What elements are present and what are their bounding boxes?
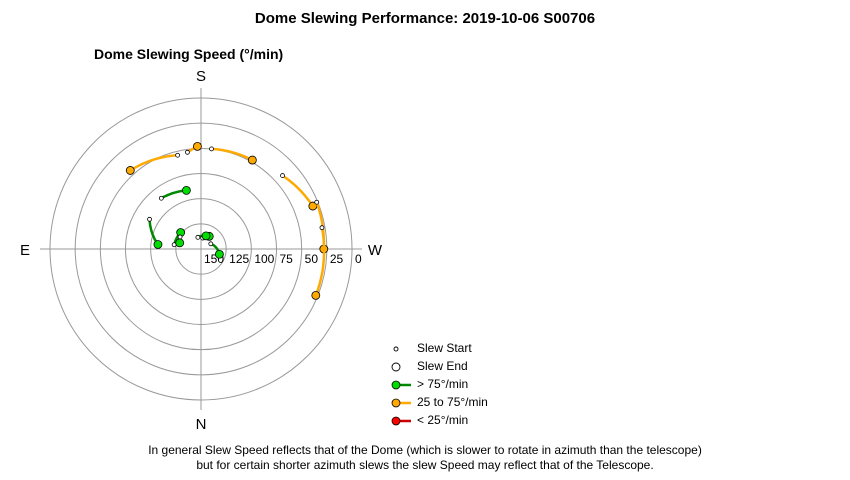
slew-medium [209, 146, 257, 165]
direction-label-bottom: N [196, 416, 207, 433]
slew-fast [147, 216, 163, 249]
slew-start-marker [208, 241, 214, 247]
fast-slew-line-icon [391, 380, 411, 390]
radial-tick-label: 125 [229, 252, 249, 266]
slew-start-marker [158, 195, 164, 201]
direction-labels: S N E W [20, 68, 383, 433]
direction-label-top: S [196, 68, 206, 85]
slew-start-marker [177, 234, 183, 240]
grid-circle [49, 97, 353, 401]
footnote: In general Slew Speed reflects that of t… [0, 443, 850, 473]
slew-path [211, 147, 253, 162]
slew-end-marker-icon [391, 362, 401, 372]
grid-circle [125, 173, 277, 325]
legend: Slew Start Slew End > 75°/min 25 to 75°/… [388, 340, 528, 430]
legend-item-slew-end: Slew End [388, 358, 528, 376]
slew-end-marker [153, 240, 163, 249]
medium-slew-line-icon [391, 398, 411, 408]
footnote-line: In general Slew Speed reflects that of t… [148, 443, 702, 457]
polar-grid [40, 88, 362, 410]
legend-label: > 75°/min [417, 377, 469, 391]
legend-item-slew-start: Slew Start [388, 340, 528, 358]
slew-path [314, 227, 326, 296]
direction-label-right: W [368, 242, 383, 259]
slew-end-marker [247, 155, 257, 165]
slew-start-marker [195, 234, 201, 240]
radial-tick-label: 75 [280, 252, 294, 266]
slew-fast [208, 241, 224, 259]
slew-start-marker [314, 199, 320, 205]
slew-path [281, 174, 314, 207]
slew-path [129, 153, 178, 172]
slew-start-marker [209, 146, 214, 152]
radial-tick-label: 50 [305, 252, 319, 266]
slew-fast [200, 231, 211, 241]
footnote-line: but for certain shorter azimuth slews th… [196, 458, 654, 472]
slew-medium [311, 225, 326, 300]
grid-circle [175, 223, 227, 275]
slew-start-marker [280, 173, 285, 178]
slew-start-marker [185, 149, 190, 155]
radial-tick-label: 25 [330, 252, 344, 266]
slew-medium [280, 173, 318, 211]
slew-medium [185, 141, 202, 155]
legend-label: < 25°/min [417, 413, 469, 427]
legend-label: 25 to 75°/min [417, 395, 488, 409]
radial-tick-labels: 150 125 100 75 50 25 0 [204, 252, 362, 266]
slew-end-marker [311, 290, 321, 300]
radial-tick-label: 100 [254, 252, 274, 266]
legend-item-fast: > 75°/min [388, 376, 528, 394]
chart-title: Dome Slewing Speed (°/min) [94, 46, 284, 62]
legend-item-slow: < 25°/min [388, 412, 528, 430]
legend-item-medium: 25 to 75°/min [388, 394, 528, 412]
legend-label: Slew End [417, 359, 468, 373]
slew-start-marker [147, 216, 152, 222]
slew-end-marker [181, 185, 191, 195]
slew-fast [158, 185, 191, 201]
slew-end-marker [175, 238, 185, 248]
radial-tick-label: 0 [355, 252, 362, 266]
slew-start-marker [175, 152, 181, 158]
slew-series [125, 141, 329, 300]
slow-slew-line-icon [391, 416, 411, 426]
grid-circle [150, 198, 252, 300]
slew-fast [171, 228, 186, 248]
slew-end-marker [125, 166, 135, 175]
slew-start-marker-icon [393, 346, 399, 352]
slew-medium [125, 152, 181, 175]
slew-end-marker [193, 141, 202, 151]
slew-end-marker [214, 249, 224, 259]
legend-label: Slew Start [417, 341, 472, 355]
page-title: Dome Slewing Performance: 2019-10-06 S00… [254, 10, 596, 27]
slew-start-marker [319, 225, 325, 231]
direction-label-left: E [20, 242, 30, 259]
slew-fast [175, 234, 185, 248]
slew-end-marker [201, 231, 211, 241]
